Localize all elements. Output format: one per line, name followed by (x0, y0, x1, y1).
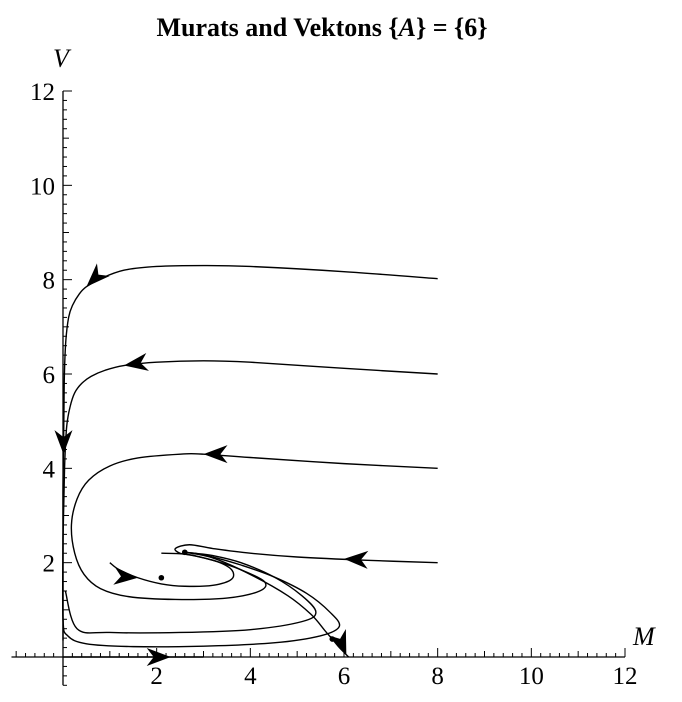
chart-title-variable: A (397, 13, 416, 42)
trajectory-point-3 (329, 636, 336, 642)
y-tick-label: 4 (43, 456, 56, 483)
x-axis-label: M (632, 622, 656, 651)
x-tick-label: 10 (519, 663, 544, 690)
trajectory-line-7 (184, 551, 350, 658)
direction-arrow-2 (54, 430, 73, 455)
trajectory-line-3 (70, 453, 438, 601)
x-axis-ticks (15, 648, 626, 657)
direction-arrow-6 (113, 566, 138, 585)
y-axis-tick-labels: 2 4 6 8 10 12 (30, 79, 56, 578)
y-tick-label: 2 (43, 551, 56, 578)
direction-arrow-4 (203, 445, 228, 464)
direction-arrow-1 (86, 263, 110, 287)
trajectory-line-1 (62, 264, 438, 641)
direction-arrow-7 (329, 629, 347, 655)
direction-arrow-3 (123, 353, 149, 371)
y-tick-label: 6 (43, 362, 56, 389)
chart-title-suffix: } = {6} (416, 13, 488, 42)
y-tick-label: 8 (43, 268, 56, 295)
y-tick-label: 10 (30, 173, 55, 200)
x-tick-label: 4 (244, 663, 257, 690)
trajectory-line-4 (109, 544, 438, 588)
y-tick-label: 12 (30, 79, 55, 106)
x-tick-label: 12 (613, 663, 638, 690)
trajectory-points (158, 549, 336, 642)
trajectory-point-2 (181, 549, 188, 556)
chart-title-prefix: Murats and Vektons { (156, 13, 398, 42)
trajectory-line-2 (62, 360, 438, 540)
axes: 2 4 6 8 10 12 2 4 6 8 10 12 (11, 79, 638, 690)
x-tick-label: 6 (338, 663, 351, 690)
trajectory-line-5 (61, 539, 341, 648)
trajectory-line-6 (64, 551, 317, 634)
x-tick-label: 2 (150, 663, 163, 690)
x-axis-tick-labels: 2 4 6 8 10 12 (150, 663, 637, 690)
chart-title: Murats and Vektons {A} = {6} (156, 13, 487, 42)
x-tick-label: 8 (431, 663, 444, 690)
trajectories (61, 264, 438, 658)
y-axis-label: V (53, 44, 72, 73)
trajectory-point-1 (158, 574, 165, 581)
direction-arrow-8 (146, 648, 171, 666)
direction-arrow-5 (344, 550, 369, 569)
direction-arrows (54, 263, 369, 666)
